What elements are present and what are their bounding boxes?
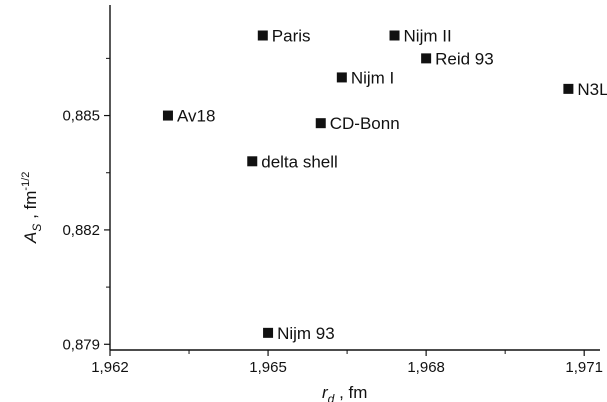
y-tick-label: 0,882	[62, 222, 100, 239]
data-point-marker	[336, 72, 347, 83]
data-point-marker	[389, 30, 400, 41]
data-point-marker	[421, 53, 432, 64]
y-tick-label: 0,885	[62, 108, 100, 125]
data-point-label: N3LO	[577, 80, 607, 99]
data-point-label: Nijm I	[351, 68, 394, 87]
data-point-label: Av18	[177, 107, 215, 126]
data-point-label: delta shell	[261, 152, 338, 171]
x-ticks: 1,962 1,965 1,968 1,971	[91, 350, 603, 376]
data-point-marker	[315, 118, 326, 129]
data-point-label: Reid 93	[435, 49, 494, 68]
x-axis-title-main: r	[322, 383, 329, 402]
data-point-label: Nijm II	[404, 26, 452, 45]
x-tick-label: 1,971	[565, 359, 603, 376]
axes	[109, 5, 600, 351]
y-axis-title-sup: -1/2	[20, 172, 32, 191]
data-point-marker	[162, 110, 173, 121]
x-axis-title: rd , fm	[322, 383, 367, 402]
x-axis-title-rest: , fm	[334, 383, 367, 402]
data-point-label: Paris	[272, 26, 311, 45]
y-axis-title-sub: S	[30, 224, 44, 232]
data-point-label: CD-Bonn	[330, 114, 400, 133]
x-axis-title-sub: d	[328, 392, 335, 402]
data-point-marker	[257, 30, 268, 41]
y-axis-title: AS , fm-1/2	[20, 172, 44, 244]
y-ticks: 0,879 0,882 0,885	[62, 57, 110, 353]
data-point-marker	[247, 156, 258, 167]
x-tick-label: 1,968	[407, 359, 445, 376]
y-axis-title-main: A	[21, 232, 40, 244]
y-tick-label: 0,879	[62, 336, 100, 353]
y-axis-title-rest: , fm	[21, 191, 40, 224]
data-point-marker	[263, 327, 274, 338]
data-point-marker	[563, 83, 574, 94]
data-points: Paris Nijm II Reid 93 Nijm I N3LO Av18 CD-Bonn…	[162, 26, 607, 343]
x-tick-label: 1,965	[249, 359, 287, 376]
data-point-label: Nijm 93	[277, 324, 335, 343]
x-tick-label: 1,962	[91, 359, 129, 376]
